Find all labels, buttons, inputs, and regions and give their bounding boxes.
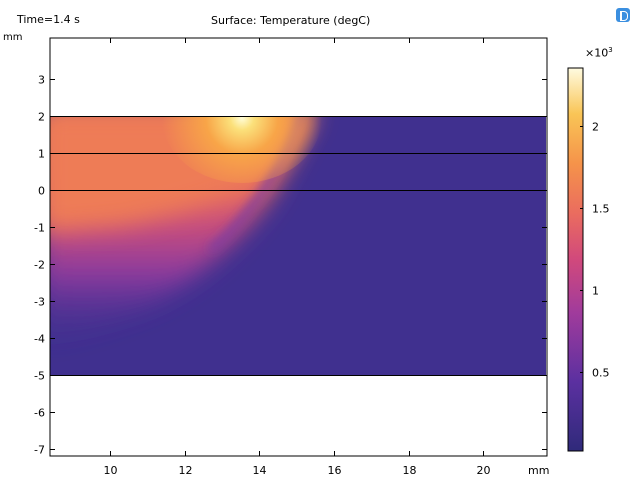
y-tick-label: 3 — [38, 74, 45, 87]
colorbar-ticks: 2 1.5 1 0.5 — [580, 121, 610, 380]
colorbar-tick-label: 2 — [592, 121, 599, 134]
x-tick-label: 16 — [328, 464, 342, 477]
layer-boundaries — [50, 116, 547, 376]
y-tick-label: -1 — [34, 222, 45, 235]
time-label: Time=1.4 s — [17, 13, 80, 26]
app-logo-icon — [616, 8, 630, 22]
temperature-field — [50, 117, 546, 376]
x-tick-label: 18 — [403, 464, 417, 477]
x-tick-label: 20 — [477, 464, 491, 477]
x-tick-label: 12 — [179, 464, 193, 477]
colorbar-gradient — [567, 67, 584, 452]
y-tick-label: -2 — [34, 259, 45, 272]
x-tick-label: 10 — [104, 464, 118, 477]
x-axis: 10 12 14 16 18 20 — [104, 38, 491, 477]
y-tick-label: -7 — [34, 444, 45, 457]
y-tick-label: 1 — [38, 148, 45, 161]
x-unit-label: mm — [528, 464, 550, 477]
colorbar-tick-label: 0.5 — [592, 367, 610, 380]
y-tick-label: -4 — [34, 333, 45, 346]
plot-title: Surface: Temperature (degC) — [211, 14, 371, 27]
colorbar-tick-label: 1 — [592, 285, 599, 298]
y-axis: 3 2 1 0 -1 -2 -3 -4 -5 -6 -7 — [34, 74, 547, 457]
plot-frame — [49, 37, 548, 457]
x-tick-label: 14 — [253, 464, 267, 477]
y-unit-label: mm — [3, 32, 23, 43]
colorbar-tick-label: 1.5 — [592, 203, 610, 216]
y-tick-label: 0 — [38, 185, 45, 198]
y-tick-label: -3 — [34, 296, 45, 309]
colorbar-multiplier: ×103 — [585, 46, 613, 60]
y-tick-label: -6 — [34, 407, 45, 420]
y-tick-label: 2 — [38, 111, 45, 124]
y-tick-label: -5 — [34, 370, 45, 383]
